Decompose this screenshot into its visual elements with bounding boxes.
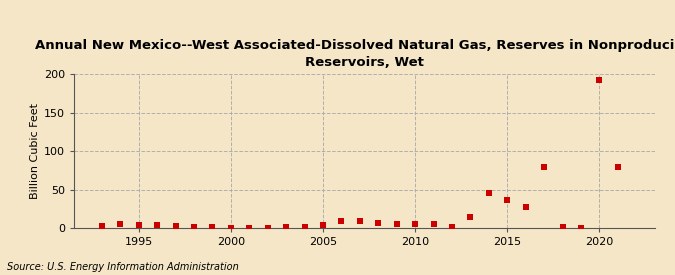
Point [170, 224, 181, 228]
Point [281, 225, 292, 230]
Point [354, 219, 365, 224]
Point [594, 78, 605, 82]
Point [299, 225, 310, 229]
Point [539, 164, 549, 169]
Point [115, 222, 126, 227]
Point [520, 205, 531, 209]
Point [152, 223, 163, 227]
Point [263, 226, 273, 230]
Point [483, 191, 494, 195]
Point [465, 214, 476, 219]
Y-axis label: Billion Cubic Feet: Billion Cubic Feet [30, 103, 40, 199]
Point [373, 221, 383, 225]
Point [502, 197, 513, 202]
Point [336, 219, 347, 224]
Point [225, 226, 236, 230]
Point [207, 225, 218, 230]
Point [97, 224, 107, 228]
Point [134, 223, 144, 227]
Point [318, 223, 329, 227]
Point [576, 226, 587, 230]
Point [392, 221, 402, 226]
Point [447, 224, 458, 229]
Point [612, 164, 623, 169]
Text: Source: U.S. Energy Information Administration: Source: U.S. Energy Information Administ… [7, 262, 238, 272]
Point [188, 225, 199, 229]
Point [244, 226, 254, 230]
Point [428, 222, 439, 227]
Title: Annual New Mexico--West Associated-Dissolved Natural Gas, Reserves in Nonproduci: Annual New Mexico--West Associated-Disso… [35, 39, 675, 69]
Point [557, 225, 568, 230]
Point [410, 222, 421, 227]
